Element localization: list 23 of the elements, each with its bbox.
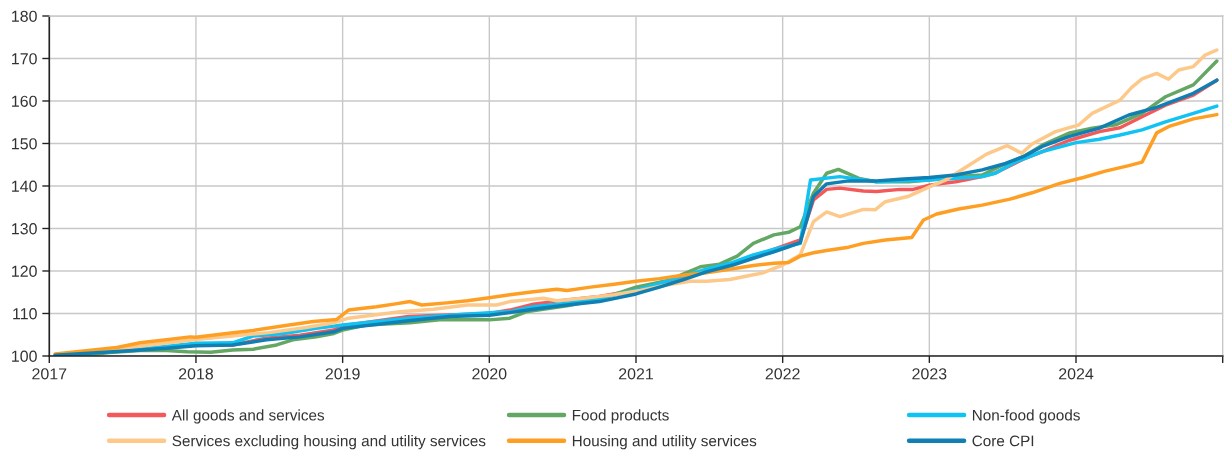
y-tick-label: 180	[12, 10, 37, 22]
y-tick-label: 160	[12, 95, 37, 107]
legend-label: Housing and utility services	[572, 435, 757, 450]
x-tick-label: 2019	[325, 368, 360, 380]
x-tick-label: 2018	[179, 368, 214, 380]
y-tick-label: 130	[12, 223, 37, 235]
y-tick-label: 150	[12, 138, 37, 150]
x-tick-label: 2020	[472, 368, 507, 380]
legend-label: Services excluding housing and utility services	[172, 435, 486, 450]
x-tick-label: 2024	[1059, 368, 1094, 380]
x-tick-label: 2021	[619, 368, 653, 380]
x-tick-label: 2023	[912, 368, 947, 380]
legend-label: Non-food goods	[972, 409, 1080, 424]
y-tick-label: 140	[12, 180, 37, 192]
legend-label: Food products	[572, 409, 669, 424]
y-tick-label: 110	[13, 308, 37, 320]
x-tick-label: 2017	[32, 368, 67, 380]
y-tick-label: 100	[12, 350, 37, 362]
x-tick-label: 2022	[765, 368, 800, 380]
y-tick-label: 120	[12, 265, 37, 277]
y-tick-label: 170	[12, 53, 37, 65]
legend-label: All goods and services	[171, 409, 325, 424]
legend-label: Core CPI	[972, 435, 1034, 447]
